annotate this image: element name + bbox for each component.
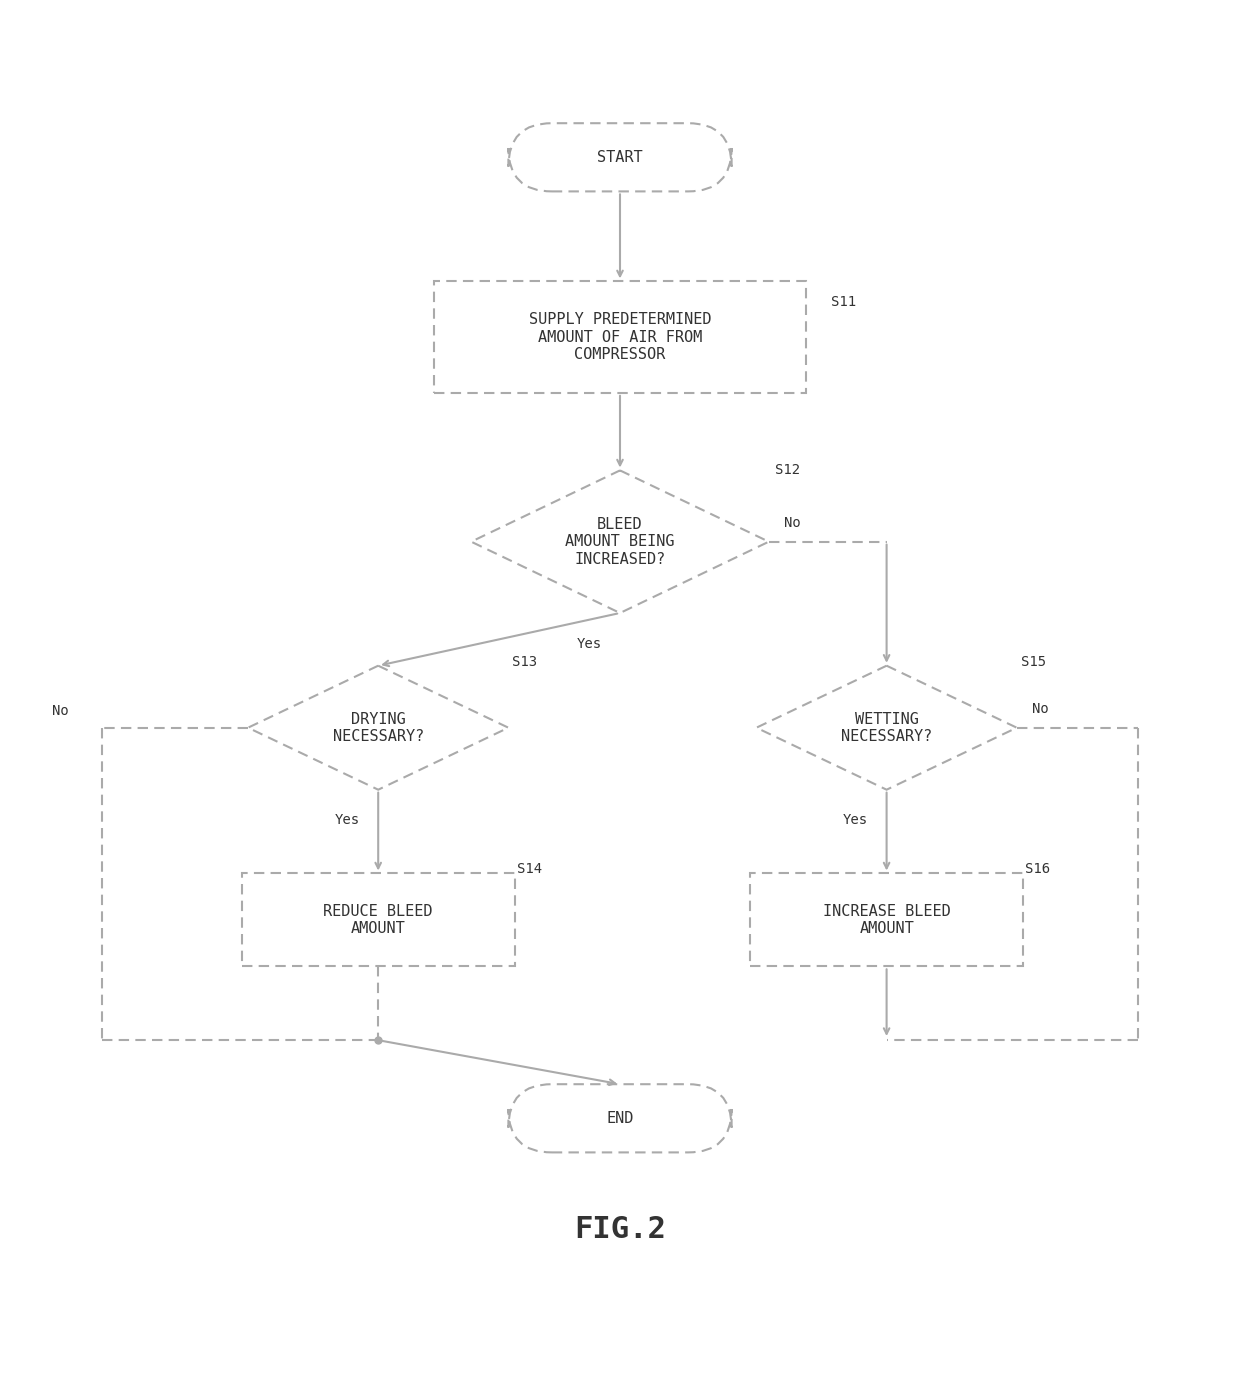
FancyBboxPatch shape — [508, 1084, 732, 1152]
Text: No: No — [52, 704, 69, 718]
Text: S13: S13 — [512, 655, 537, 668]
Text: Yes: Yes — [843, 813, 868, 827]
Text: WETTING
NECESSARY?: WETTING NECESSARY? — [841, 711, 932, 744]
Text: Yes: Yes — [335, 813, 360, 827]
Text: DRYING
NECESSARY?: DRYING NECESSARY? — [332, 711, 424, 744]
Polygon shape — [471, 471, 769, 613]
Text: S14: S14 — [517, 862, 542, 876]
Text: S15: S15 — [1021, 655, 1045, 668]
Text: No: No — [1032, 702, 1049, 715]
FancyBboxPatch shape — [750, 873, 1023, 967]
FancyBboxPatch shape — [508, 123, 732, 192]
Text: END: END — [606, 1110, 634, 1126]
Text: Yes: Yes — [577, 637, 601, 650]
Text: SUPPLY PREDETERMINED
AMOUNT OF AIR FROM
COMPRESSOR: SUPPLY PREDETERMINED AMOUNT OF AIR FROM … — [528, 312, 712, 362]
Text: BLEED
AMOUNT BEING
INCREASED?: BLEED AMOUNT BEING INCREASED? — [565, 516, 675, 566]
Text: FIG.2: FIG.2 — [574, 1215, 666, 1244]
Text: S11: S11 — [831, 296, 856, 309]
Text: START: START — [598, 149, 642, 164]
Text: S12: S12 — [775, 463, 800, 476]
Text: No: No — [784, 516, 801, 530]
Polygon shape — [248, 666, 508, 790]
FancyBboxPatch shape — [434, 282, 806, 394]
FancyBboxPatch shape — [242, 873, 515, 967]
Text: INCREASE BLEED
AMOUNT: INCREASE BLEED AMOUNT — [822, 903, 951, 936]
Text: S16: S16 — [1025, 862, 1050, 876]
Polygon shape — [756, 666, 1017, 790]
Text: REDUCE BLEED
AMOUNT: REDUCE BLEED AMOUNT — [324, 903, 433, 936]
